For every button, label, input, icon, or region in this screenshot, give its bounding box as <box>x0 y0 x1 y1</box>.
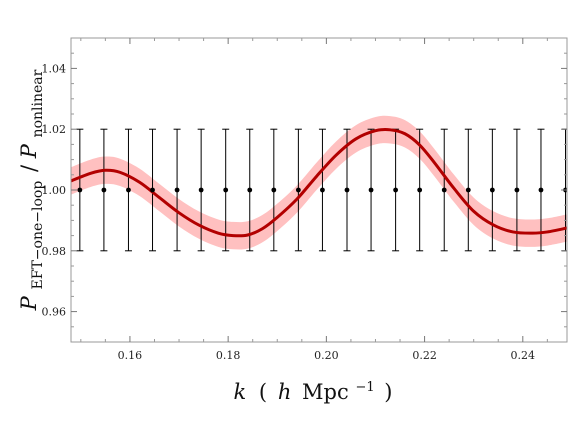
y-tick-label: 0.98 <box>42 245 67 258</box>
data-point <box>174 187 180 193</box>
x-axis: 0.16 0.18 0.20 0.22 0.24 <box>80 38 548 362</box>
plot-content <box>71 115 567 252</box>
plot-area <box>71 115 567 252</box>
x-axis-label: k ( h Mpc −1 ) <box>234 372 393 404</box>
data-point <box>101 187 107 193</box>
x-tick-label: 0.20 <box>314 349 339 362</box>
data-point <box>417 187 423 193</box>
y-tick-label: 0.96 <box>42 306 67 319</box>
data-point <box>150 187 155 193</box>
y-tick-label: 1.00 <box>42 184 67 197</box>
data-point <box>126 187 131 193</box>
data-point <box>271 187 277 193</box>
ratio-line <box>71 127 567 238</box>
data-point <box>489 187 495 193</box>
y-tick-label: 1.04 <box>42 62 67 75</box>
data-point <box>538 187 544 193</box>
data-point <box>368 187 374 193</box>
y-axis: 0.96 0.98 1.00 1.02 1.04 <box>42 37 567 343</box>
data-point <box>198 187 204 193</box>
uncertainty-band <box>71 115 567 250</box>
y-axis-label: P EFT−one−loop / P nonlinear <box>17 69 47 311</box>
x-tick-label: 0.16 <box>118 349 143 362</box>
data-point <box>344 187 350 193</box>
data-point <box>295 187 301 193</box>
data-point <box>393 187 399 193</box>
data-point <box>465 187 471 193</box>
data-point <box>77 187 83 193</box>
x-tick-label: 0.18 <box>216 349 241 362</box>
data-point <box>514 187 520 193</box>
data-point <box>223 187 229 193</box>
x-tick-label: 0.24 <box>511 349 536 362</box>
data-point <box>320 187 325 193</box>
data-point <box>441 187 447 193</box>
data-point <box>247 187 253 193</box>
x-tick-label: 0.22 <box>412 349 437 362</box>
y-tick-label: 1.02 <box>42 123 67 136</box>
